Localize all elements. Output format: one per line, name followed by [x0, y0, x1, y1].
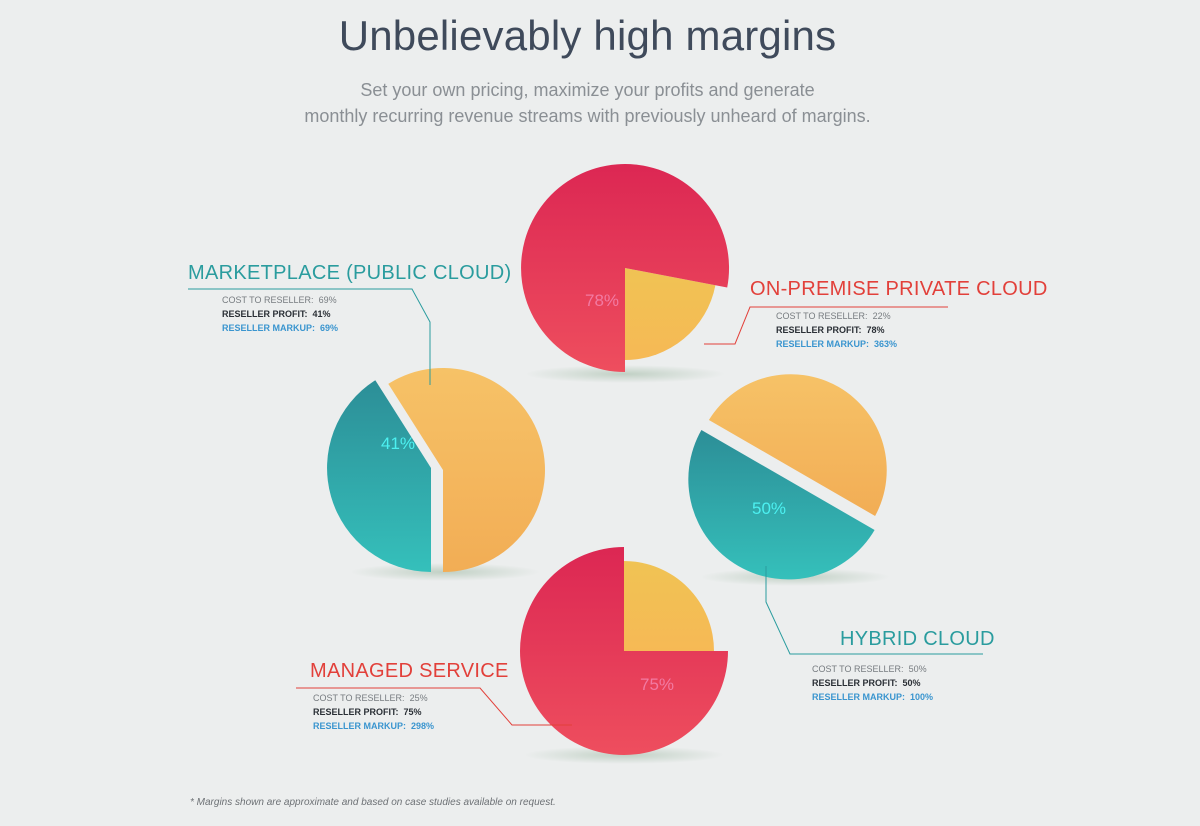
- hybrid-markup-value: 100%: [910, 692, 934, 702]
- label-hybrid-stats: COST TO RESELLER: 50% RESELLER PROFIT: 5…: [812, 662, 933, 704]
- marketplace-markup-label: RESELLER MARKUP:: [222, 323, 316, 333]
- marketplace-cost: COST TO RESELLER: 69%: [222, 293, 511, 307]
- marketplace-profit-slice: [327, 380, 431, 572]
- marketplace-markup-value: 69%: [320, 323, 339, 333]
- hybrid-markup: RESELLER MARKUP: 100%: [812, 690, 933, 704]
- hybrid-profit-slice: [688, 430, 875, 580]
- on-premise-markup-label: RESELLER MARKUP:: [776, 339, 870, 349]
- hybrid-cost-value: 50%: [908, 664, 927, 674]
- label-managed-title: MANAGED SERVICE: [310, 660, 509, 682]
- on-premise-profit-slice: [521, 164, 730, 372]
- hybrid-markup-label: RESELLER MARKUP:: [812, 692, 906, 702]
- on-premise-leader-line: [704, 306, 948, 345]
- managed-cost-value: 25%: [409, 693, 428, 703]
- marketplace-pie-shadow: [350, 563, 540, 581]
- managed-profit-value: 75%: [403, 707, 422, 717]
- on-premise-markup: RESELLER MARKUP: 363%: [776, 337, 1048, 351]
- marketplace-cost-label: COST TO RESELLER:: [222, 295, 314, 305]
- label-on-premise: ON-PREMISE PRIVATE CLOUD COST TO RESELLE…: [750, 278, 1048, 351]
- label-marketplace-title: MARKETPLACE (PUBLIC CLOUD): [188, 262, 512, 284]
- hybrid-cost-label: COST TO RESELLER:: [812, 664, 904, 674]
- on-premise-pct-label: 78%: [585, 291, 619, 310]
- marketplace-profit: RESELLER PROFIT: 41%: [222, 307, 511, 321]
- on-premise-cost-slice: [625, 268, 716, 360]
- managed-profit-label: RESELLER PROFIT:: [313, 707, 399, 717]
- managed-cost: COST TO RESELLER: 25%: [313, 691, 509, 705]
- managed-leader-line: [296, 687, 572, 726]
- marketplace-cost-slice: [388, 368, 545, 572]
- label-on-premise-title: ON-PREMISE PRIVATE CLOUD: [750, 278, 1048, 300]
- on-premise-profit-label: RESELLER PROFIT:: [776, 325, 862, 335]
- label-hybrid-title: HYBRID CLOUD: [840, 628, 995, 650]
- on-premise-cost-label: COST TO RESELLER:: [776, 311, 868, 321]
- managed-markup: RESELLER MARKUP: 298%: [313, 719, 509, 733]
- managed-profit-slice: [520, 547, 728, 755]
- hybrid-leader-line: [765, 566, 983, 655]
- hybrid-cost: COST TO RESELLER: 50%: [812, 662, 933, 676]
- marketplace-profit-label: RESELLER PROFIT:: [222, 309, 308, 319]
- managed-markup-label: RESELLER MARKUP:: [313, 721, 407, 731]
- on-premise-pie-shadow: [525, 365, 725, 383]
- on-premise-cost-value: 22%: [872, 311, 891, 321]
- managed-cost-label: COST TO RESELLER:: [313, 693, 405, 703]
- hybrid-pct-label: 50%: [752, 499, 786, 518]
- subtitle-line-2: monthly recurring revenue streams with p…: [304, 106, 871, 126]
- marketplace-pct-label: 41%: [381, 434, 415, 453]
- page-title: Unbelievably high margins: [338, 12, 837, 59]
- on-premise-cost: COST TO RESELLER: 22%: [776, 309, 1048, 323]
- marketplace-cost-value: 69%: [318, 295, 337, 305]
- managed-markup-value: 298%: [411, 721, 435, 731]
- footnote: * Margins shown are approximate and base…: [190, 797, 556, 808]
- on-premise-profit-value: 78%: [866, 325, 885, 335]
- hybrid-profit-label: RESELLER PROFIT:: [812, 678, 898, 688]
- label-hybrid: HYBRID CLOUD: [840, 628, 995, 651]
- hybrid-profit-value: 50%: [902, 678, 921, 688]
- hybrid-profit: RESELLER PROFIT: 50%: [812, 676, 933, 690]
- label-marketplace: MARKETPLACE (PUBLIC CLOUD) COST TO RESEL…: [188, 262, 511, 335]
- hybrid-cost-slice: [708, 374, 887, 516]
- marketplace-markup: RESELLER MARKUP: 69%: [222, 321, 511, 335]
- managed-pct-label: 75%: [640, 675, 674, 694]
- subtitle-line-1: Set your own pricing, maximize your prof…: [360, 80, 815, 100]
- managed-profit: RESELLER PROFIT: 75%: [313, 705, 509, 719]
- marketplace-leader-line: [188, 288, 431, 385]
- on-premise-markup-value: 363%: [874, 339, 898, 349]
- on-premise-profit: RESELLER PROFIT: 78%: [776, 323, 1048, 337]
- page-subtitle: Set your own pricing, maximize your prof…: [0, 77, 1175, 129]
- label-managed: MANAGED SERVICE COST TO RESELLER: 25% RE…: [310, 660, 509, 733]
- managed-cost-slice: [624, 561, 714, 651]
- marketplace-profit-value: 41%: [312, 309, 331, 319]
